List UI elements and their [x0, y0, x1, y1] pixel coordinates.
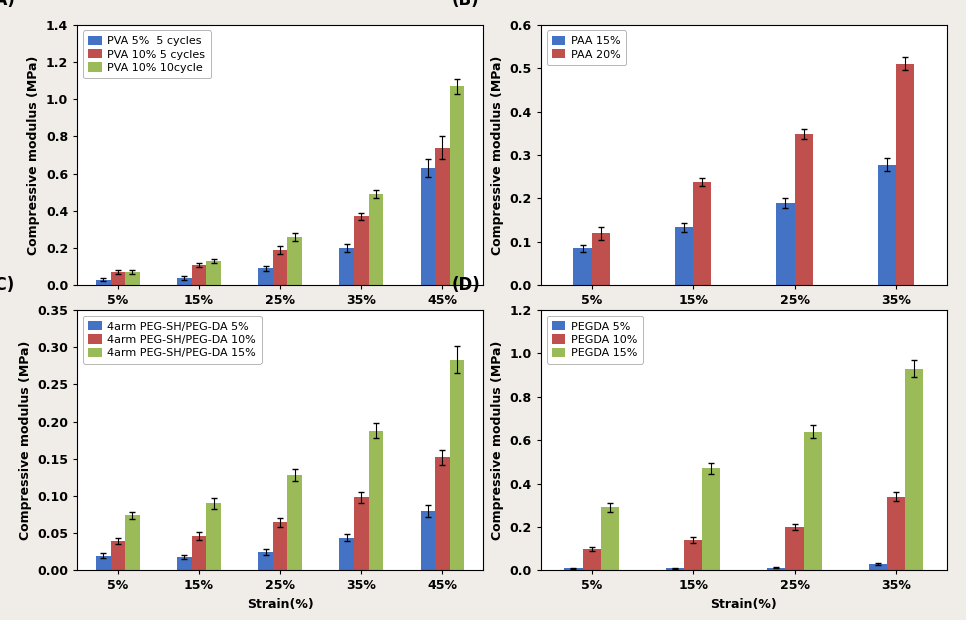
Bar	[369, 194, 384, 285]
Bar	[354, 216, 369, 285]
Bar	[177, 557, 191, 570]
Legend: PAA 15%, PAA 20%: PAA 15%, PAA 20%	[547, 30, 626, 65]
Bar	[126, 515, 140, 570]
Bar	[582, 549, 601, 570]
Bar	[767, 568, 785, 570]
Bar	[339, 538, 354, 570]
Bar	[354, 497, 369, 570]
Bar	[96, 280, 110, 285]
Legend: PEGDA 5%, PEGDA 10%, PEGDA 15%: PEGDA 5%, PEGDA 10%, PEGDA 15%	[547, 316, 643, 363]
X-axis label: Strain(%): Strain(%)	[710, 598, 778, 611]
Bar	[868, 564, 887, 570]
Bar	[288, 475, 302, 570]
Bar	[272, 522, 288, 570]
Bar	[96, 556, 110, 570]
Bar	[794, 134, 812, 285]
Legend: 4arm PEG-SH/PEG-DA 5%, 4arm PEG-SH/PEG-DA 10%, 4arm PEG-SH/PEG-DA 15%: 4arm PEG-SH/PEG-DA 5%, 4arm PEG-SH/PEG-D…	[83, 316, 262, 363]
Bar	[450, 360, 465, 570]
Bar	[435, 148, 450, 285]
Y-axis label: Compressive modulus (MPa): Compressive modulus (MPa)	[27, 55, 41, 255]
Bar	[191, 265, 207, 285]
Bar	[684, 540, 702, 570]
Legend: PVA 5%  5 cycles, PVA 10% 5 cycles, PVA 10% 10cycle: PVA 5% 5 cycles, PVA 10% 5 cycles, PVA 1…	[83, 30, 211, 78]
Bar	[126, 272, 140, 285]
Bar	[887, 497, 905, 570]
Bar	[702, 469, 721, 570]
Bar	[804, 432, 822, 570]
Bar	[420, 168, 435, 285]
Bar	[785, 527, 804, 570]
Bar	[110, 541, 126, 570]
Y-axis label: Compressive modulus (MPa): Compressive modulus (MPa)	[18, 340, 32, 540]
Bar	[420, 511, 435, 570]
Text: (B): (B)	[452, 0, 479, 9]
Bar	[694, 182, 711, 285]
Bar	[177, 278, 191, 285]
Bar	[272, 250, 288, 285]
Bar	[666, 568, 684, 570]
Bar	[207, 503, 221, 570]
Text: (A): (A)	[0, 0, 15, 9]
Bar	[258, 268, 272, 285]
Bar	[191, 536, 207, 570]
X-axis label: Strain (%): Strain (%)	[708, 312, 780, 326]
Bar	[905, 368, 923, 570]
X-axis label: Strain(%): Strain(%)	[246, 598, 314, 611]
Bar	[574, 248, 592, 285]
Bar	[435, 458, 450, 570]
Bar	[878, 165, 896, 285]
Bar	[450, 86, 465, 285]
Bar	[777, 203, 794, 285]
Bar	[258, 552, 272, 570]
Text: (D): (D)	[452, 277, 480, 294]
Bar	[592, 233, 610, 285]
Bar	[564, 568, 582, 570]
Bar	[110, 272, 126, 285]
X-axis label: Strain (%): Strain (%)	[244, 312, 316, 326]
Y-axis label: Compressive modulus (MPa): Compressive modulus (MPa)	[491, 340, 504, 540]
Bar	[601, 507, 619, 570]
Bar	[288, 237, 302, 285]
Y-axis label: Compressive modulus (MPa): Compressive modulus (MPa)	[491, 55, 504, 255]
Text: (C): (C)	[0, 277, 15, 294]
Bar	[369, 430, 384, 570]
Bar	[675, 228, 694, 285]
Bar	[339, 248, 354, 285]
Bar	[896, 64, 914, 285]
Bar	[207, 261, 221, 285]
